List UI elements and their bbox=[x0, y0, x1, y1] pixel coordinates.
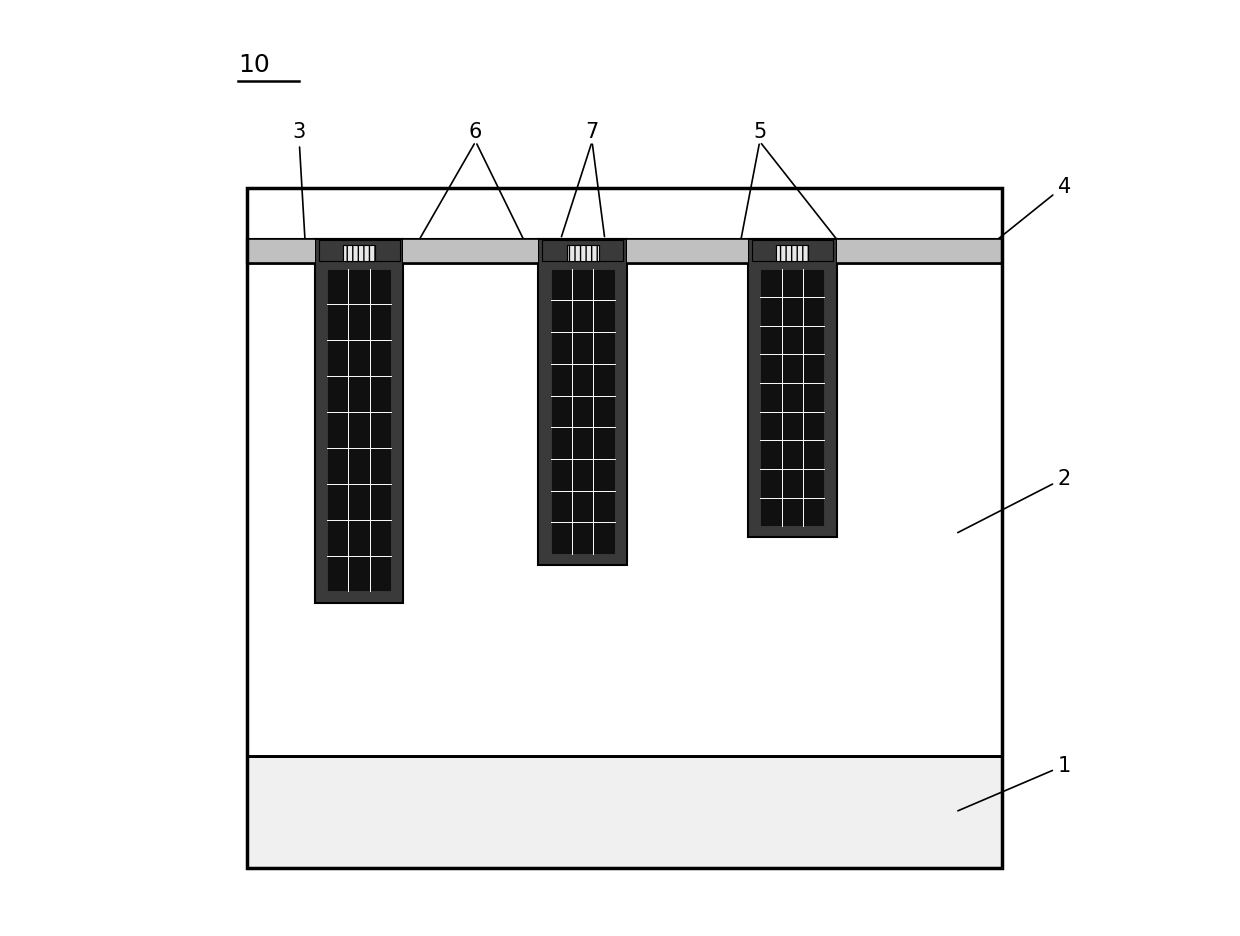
Bar bbox=[248, 756, 1002, 868]
Bar bbox=[315, 240, 403, 603]
Bar bbox=[343, 245, 376, 262]
Text: 3: 3 bbox=[293, 123, 305, 249]
Text: 6: 6 bbox=[469, 123, 482, 142]
Bar bbox=[551, 270, 615, 554]
Bar bbox=[567, 245, 599, 262]
Text: 4: 4 bbox=[986, 177, 1071, 250]
Bar bbox=[538, 240, 627, 565]
Text: 1: 1 bbox=[957, 755, 1071, 811]
Bar bbox=[248, 263, 1002, 756]
Text: 10: 10 bbox=[238, 53, 270, 77]
Bar bbox=[837, 240, 1002, 263]
Bar bbox=[248, 189, 1002, 868]
Text: 2: 2 bbox=[957, 469, 1071, 533]
Text: 7: 7 bbox=[585, 123, 599, 142]
Bar bbox=[567, 245, 599, 262]
Bar bbox=[327, 270, 392, 592]
Bar bbox=[248, 240, 1002, 263]
Bar bbox=[776, 245, 808, 262]
Bar bbox=[748, 240, 837, 538]
Bar bbox=[760, 270, 825, 527]
Bar bbox=[542, 241, 624, 262]
Text: 5: 5 bbox=[753, 123, 766, 142]
Bar bbox=[776, 245, 808, 262]
Bar bbox=[403, 240, 538, 263]
Bar bbox=[751, 241, 833, 262]
Bar bbox=[248, 240, 315, 263]
Bar bbox=[319, 241, 399, 262]
Bar bbox=[627, 240, 748, 263]
Bar bbox=[343, 245, 376, 262]
